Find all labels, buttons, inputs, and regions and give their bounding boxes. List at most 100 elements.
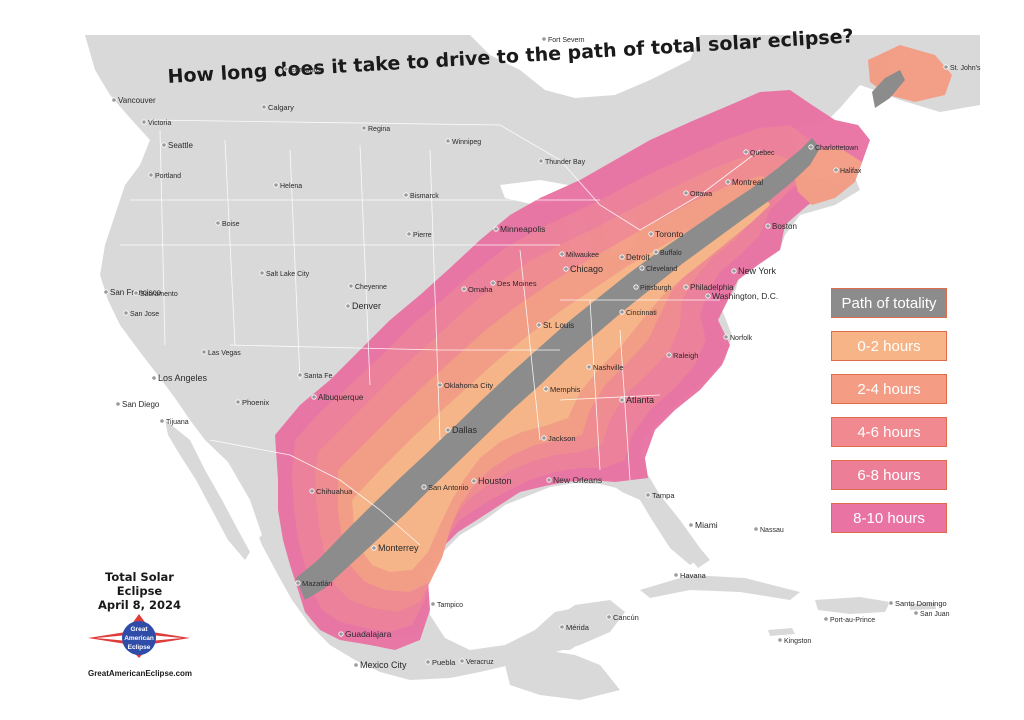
city-label: Denver [352, 301, 381, 311]
land-central-america [505, 650, 620, 700]
city-label: Winnipeg [452, 139, 481, 146]
city-marker [361, 125, 367, 131]
city-label: Kingston [784, 638, 811, 645]
city-label: Victoria [148, 120, 171, 127]
city-marker [648, 231, 654, 237]
city-marker [888, 600, 894, 606]
city-label: Veracruz [466, 659, 494, 666]
city-marker [606, 614, 612, 620]
city-marker [348, 283, 354, 289]
city-label: Pittsburgh [640, 285, 672, 292]
borders [120, 119, 761, 546]
city-marker [753, 526, 759, 532]
city-marker [743, 149, 749, 155]
city-label: Charlottetown [815, 145, 858, 152]
city-label: Santa Fe [304, 373, 333, 380]
city-label: Seattle [168, 141, 193, 150]
city-marker [201, 349, 207, 355]
caption-line2: April 8, 2024 [97, 598, 182, 612]
totality-newfoundland [872, 70, 905, 108]
city-label: Portland [155, 173, 181, 180]
city-marker [345, 303, 351, 309]
legend-item: 4-6 hours [831, 417, 947, 447]
city-label: Port-au-Prince [830, 617, 875, 624]
city-label: Nassau [760, 527, 784, 534]
land-florida [605, 478, 700, 565]
legend-item: 0-2 hours [831, 331, 947, 361]
city-marker [471, 478, 477, 484]
caption-line1: Total Solar Eclipse [105, 570, 174, 598]
city-label: Edmonton [290, 65, 324, 74]
city-marker [111, 97, 117, 103]
city-label: Guadalajara [345, 629, 392, 639]
city-label: Mexico City [360, 660, 407, 670]
city-label: Toronto [655, 229, 684, 239]
city-marker [461, 286, 467, 292]
city-label: Cincinnati [626, 310, 657, 317]
city-marker [103, 289, 109, 295]
city-marker [421, 484, 427, 490]
land-cuba [640, 575, 800, 600]
city-marker [283, 66, 289, 72]
city-marker [430, 601, 436, 607]
city-marker [297, 372, 303, 378]
city-marker [619, 254, 625, 260]
city-marker [311, 394, 317, 400]
city-label: Thunder Bay [545, 159, 586, 166]
legend-item: Path of totality [831, 288, 947, 318]
city-marker [445, 427, 451, 433]
city-marker [833, 167, 839, 173]
city-label: Ottawa [690, 191, 712, 198]
city-label: Salt Lake City [266, 271, 310, 278]
hudson-bay [470, 35, 700, 98]
city-marker [546, 477, 552, 483]
city-label: San Jose [130, 311, 159, 318]
city-label: Calgary [268, 103, 294, 112]
city-label: New York [738, 266, 777, 276]
city-labels: Fort Severn Edmonton Calgary Vancouver Victo… [103, 36, 981, 670]
city-label: Omaha [468, 285, 493, 294]
city-label: Philadelphia [690, 283, 734, 292]
city-label: St. Louis [543, 321, 574, 330]
city-marker [653, 249, 659, 255]
city-label: Helena [280, 183, 302, 190]
city-label: Los Angeles [158, 373, 208, 383]
city-marker [645, 492, 651, 498]
city-marker [943, 64, 949, 70]
city-label: Monterrey [378, 543, 419, 553]
city-marker [261, 104, 267, 110]
logo-line3: Eclipse [128, 644, 151, 651]
city-marker [445, 138, 451, 144]
city-marker [777, 637, 783, 643]
land-baja [165, 420, 250, 560]
city-marker [133, 290, 139, 296]
city-marker [541, 435, 547, 441]
city-marker [563, 266, 569, 272]
logo-line1: Great [131, 626, 149, 633]
website-link[interactable]: GreatAmericanEclipse.com [87, 669, 193, 678]
city-marker [406, 231, 412, 237]
city-label: Buffalo [660, 250, 682, 257]
city-label: Minneapolis [500, 224, 545, 234]
city-marker [403, 192, 409, 198]
city-label: San Juan [920, 611, 950, 618]
city-marker [151, 375, 157, 381]
city-marker [309, 488, 315, 494]
city-label: San Antonio [428, 483, 468, 492]
city-label: Fort Severn [548, 37, 585, 44]
city-label: San Diego [122, 400, 160, 409]
city-marker [425, 659, 431, 665]
city-label: St. John's [950, 65, 981, 72]
city-label: Mérida [566, 623, 590, 632]
city-label: Las Vegas [208, 350, 241, 357]
land-puerto-rico [910, 603, 936, 610]
city-label: Tijuana [166, 419, 189, 426]
city-marker [259, 270, 265, 276]
city-marker [619, 309, 625, 315]
city-label: Cleveland [646, 266, 677, 273]
city-label: Memphis [550, 385, 581, 394]
city-marker [437, 382, 443, 388]
city-label: Boise [222, 221, 240, 228]
